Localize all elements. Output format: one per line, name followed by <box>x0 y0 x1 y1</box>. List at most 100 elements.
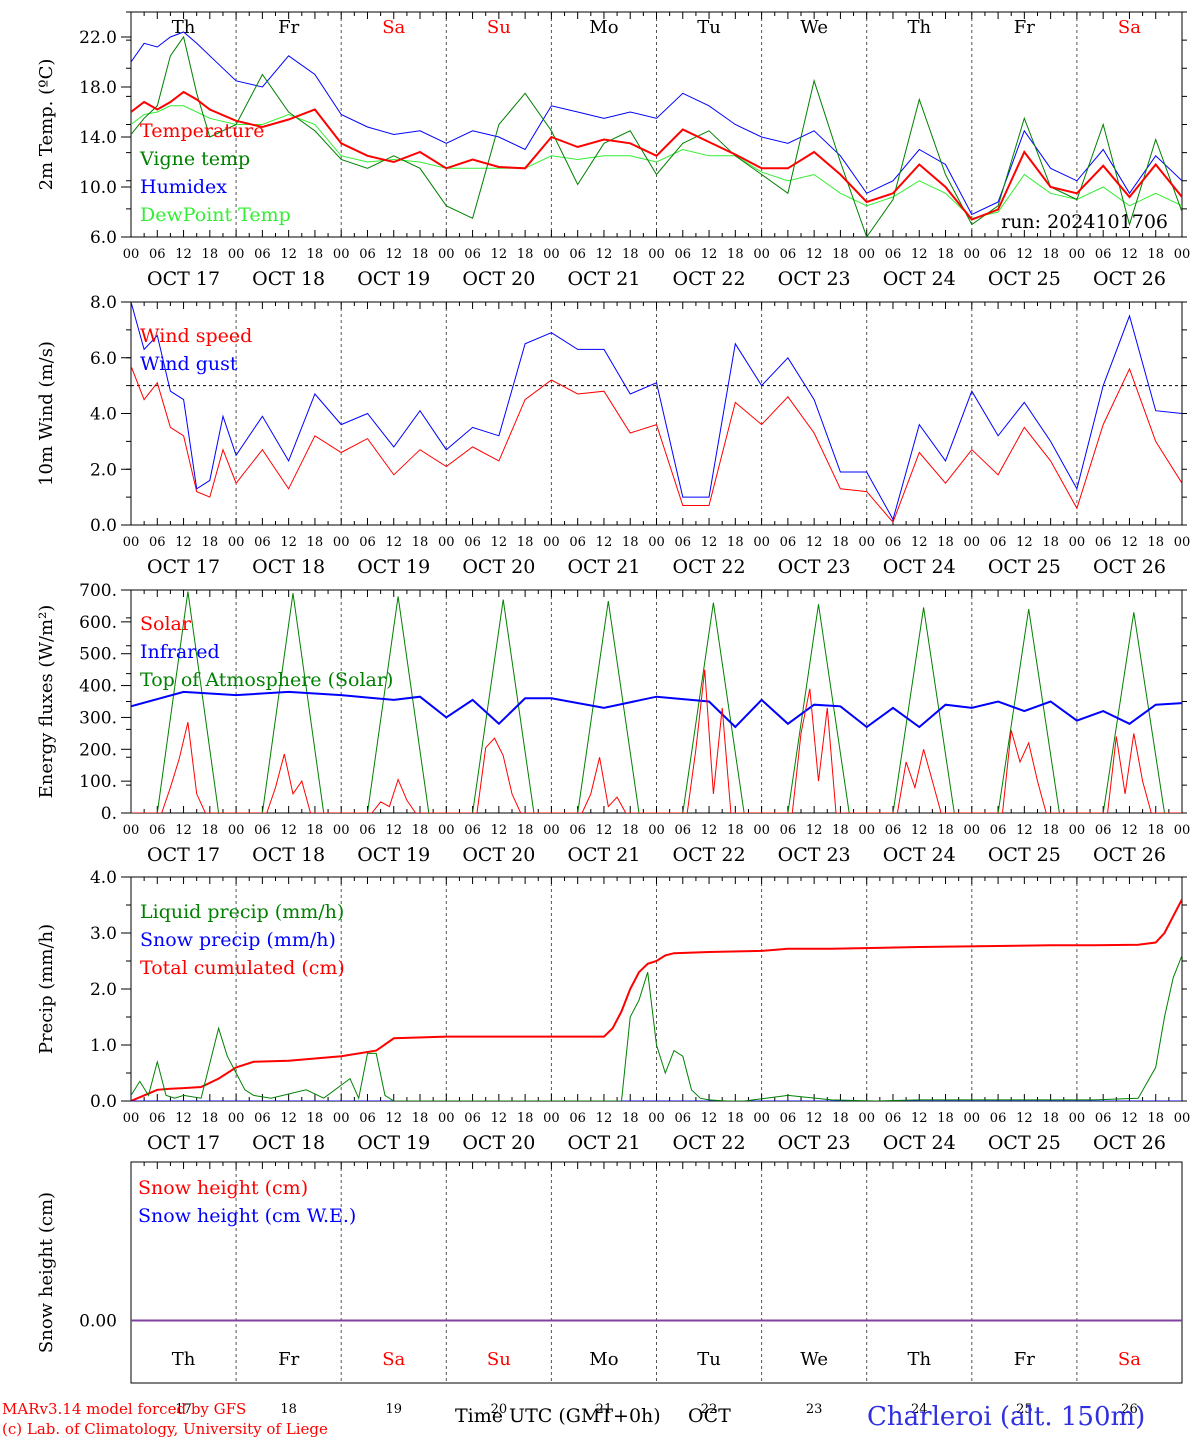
day-of-week-label: Mo <box>589 1349 618 1370</box>
hour-tick-label: 06 <box>254 535 271 550</box>
hour-tick-label: 12 <box>385 247 402 262</box>
legend-entry: Humidex <box>140 176 227 198</box>
hour-tick-label: 00 <box>438 535 455 550</box>
date-label: OCT 24 <box>883 844 956 866</box>
hour-tick-label: 00 <box>438 823 455 838</box>
legend-entry: Snow precip (mm/h) <box>140 929 336 951</box>
hour-tick-label: 00 <box>543 535 560 550</box>
hour-tick-label: 12 <box>280 247 297 262</box>
date-label: OCT 25 <box>988 556 1061 578</box>
hour-tick-label: 00 <box>1069 247 1086 262</box>
y-tick-label: 600. <box>79 613 117 633</box>
hour-tick-label: 12 <box>701 1111 718 1126</box>
date-label: OCT 22 <box>673 1132 746 1154</box>
day-of-week-label: Fr <box>1014 1349 1035 1370</box>
hour-tick-label: 12 <box>806 823 823 838</box>
hour-tick-label: 18 <box>622 823 639 838</box>
hour-tick-label: 06 <box>569 535 586 550</box>
hour-tick-label: 18 <box>1042 1111 1059 1126</box>
y-tick-label: 0. <box>101 804 117 824</box>
hour-tick-label: 18 <box>832 247 849 262</box>
date-label: OCT 20 <box>462 1132 535 1154</box>
y-tick-label: 0.00 <box>79 1312 117 1332</box>
hour-tick-label: 18 <box>727 823 744 838</box>
hour-tick-label: 06 <box>675 1111 692 1126</box>
hour-tick-label: 12 <box>491 1111 508 1126</box>
hour-tick-label: 06 <box>149 247 166 262</box>
hour-tick-label: 12 <box>385 535 402 550</box>
hour-tick-label: 06 <box>675 823 692 838</box>
hour-tick-label: 12 <box>175 823 192 838</box>
date-label: OCT 21 <box>567 268 640 290</box>
hour-tick-label: 06 <box>1095 535 1112 550</box>
date-label: OCT 19 <box>357 268 430 290</box>
hour-tick-label: 12 <box>701 247 718 262</box>
hour-tick-label: 06 <box>885 1111 902 1126</box>
day-of-week-label: Sa <box>1118 17 1141 38</box>
hour-tick-label: 18 <box>517 1111 534 1126</box>
day-of-week-label: Sa <box>382 1349 405 1370</box>
date-label: OCT 19 <box>357 1132 430 1154</box>
y-tick-label: 10.0 <box>79 178 117 198</box>
run-label: run: 2024101706 <box>1001 211 1168 233</box>
day-number-label: 23 <box>806 1402 823 1417</box>
hour-tick-label: 18 <box>832 535 849 550</box>
day-of-week-label: Fr <box>278 1349 299 1370</box>
date-label: OCT 21 <box>567 1132 640 1154</box>
hour-tick-label: 18 <box>307 1111 324 1126</box>
day-number-label: 26 <box>1121 1402 1138 1417</box>
hour-tick-label: 00 <box>123 247 140 262</box>
date-label: OCT 17 <box>147 1132 220 1154</box>
day-of-week-label: Th <box>172 1349 196 1370</box>
y-tick-label: 18.0 <box>79 78 117 98</box>
hour-tick-label: 00 <box>438 247 455 262</box>
day-number-label: 20 <box>491 1402 508 1417</box>
hour-tick-label: 06 <box>359 535 376 550</box>
day-of-week-label: Sa <box>382 17 405 38</box>
date-label: OCT 20 <box>462 556 535 578</box>
hour-tick-label: 18 <box>412 247 429 262</box>
hour-tick-label: 06 <box>569 247 586 262</box>
date-label: OCT 23 <box>778 844 851 866</box>
hour-tick-label: 06 <box>254 247 271 262</box>
hour-tick-label: 18 <box>622 1111 639 1126</box>
hour-tick-label: 00 <box>543 1111 560 1126</box>
hour-tick-label: 00 <box>228 1111 245 1126</box>
hour-tick-label: 18 <box>412 1111 429 1126</box>
hour-tick-label: 00 <box>648 535 665 550</box>
hour-tick-label: 18 <box>307 535 324 550</box>
date-label: OCT 22 <box>673 556 746 578</box>
hour-tick-label: 00 <box>964 823 981 838</box>
hour-tick-label: 00 <box>858 1111 875 1126</box>
series-line <box>131 690 1182 729</box>
hour-tick-label: 18 <box>727 1111 744 1126</box>
date-label: OCT 17 <box>147 556 220 578</box>
hour-tick-label: 06 <box>359 247 376 262</box>
day-of-week-label: Su <box>487 17 511 38</box>
date-label: OCT 21 <box>567 556 640 578</box>
hour-tick-label: 00 <box>1069 823 1086 838</box>
legend-entry: Top of Atmosphere (Solar) <box>140 669 393 691</box>
hour-tick-label: 12 <box>911 1111 928 1126</box>
y-tick-label: 6.0 <box>90 349 117 369</box>
hour-tick-label: 12 <box>491 535 508 550</box>
hour-tick-label: 12 <box>1121 247 1138 262</box>
hour-tick-label: 12 <box>491 247 508 262</box>
legend-entry: Total cumulated (cm) <box>140 957 345 979</box>
hour-tick-label: 18 <box>307 823 324 838</box>
y-tick-label: 4.0 <box>90 868 117 888</box>
y-tick-label: 100. <box>79 772 117 792</box>
date-label: OCT 18 <box>252 1132 325 1154</box>
hour-tick-label: 00 <box>858 535 875 550</box>
date-label: OCT 17 <box>147 268 220 290</box>
series-line <box>131 591 1182 813</box>
hour-tick-label: 18 <box>1147 823 1164 838</box>
hour-tick-label: 00 <box>228 247 245 262</box>
day-number-label: 19 <box>385 1402 402 1417</box>
hour-tick-label: 06 <box>254 1111 271 1126</box>
hour-tick-label: 18 <box>727 535 744 550</box>
hour-tick-label: 18 <box>517 247 534 262</box>
date-label: OCT 18 <box>252 268 325 290</box>
hour-tick-label: 06 <box>1095 247 1112 262</box>
